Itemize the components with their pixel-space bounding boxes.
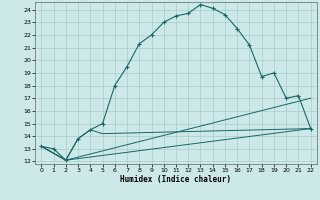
X-axis label: Humidex (Indice chaleur): Humidex (Indice chaleur) — [121, 175, 231, 184]
